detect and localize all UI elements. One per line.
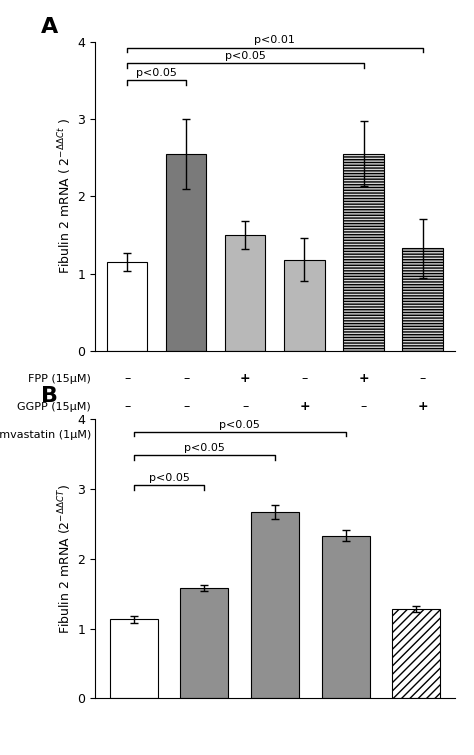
Text: –: – (183, 400, 190, 413)
Text: B: B (41, 386, 58, 405)
Text: –: – (124, 372, 130, 386)
Bar (251, 512, 299, 698)
Bar (107, 262, 147, 351)
Text: –: – (242, 400, 248, 413)
Text: –: – (301, 428, 308, 441)
Text: –: – (124, 400, 130, 413)
Bar (344, 154, 383, 351)
Bar (392, 609, 440, 698)
Text: –: – (124, 428, 130, 441)
Text: A: A (41, 17, 58, 37)
Bar (225, 235, 265, 351)
Text: –: – (419, 372, 426, 386)
Text: +: + (417, 428, 428, 441)
Text: –: – (183, 372, 190, 386)
Text: +: + (181, 428, 191, 441)
Text: p<0.05: p<0.05 (219, 420, 260, 430)
Text: +: + (299, 400, 310, 413)
Text: FPP (15μM): FPP (15μM) (28, 374, 91, 384)
Text: p<0.05: p<0.05 (148, 473, 190, 483)
Text: p<0.05: p<0.05 (184, 443, 225, 453)
Bar (180, 588, 228, 698)
Text: Simvastatin (1μM): Simvastatin (1μM) (0, 430, 91, 439)
Text: +: + (240, 372, 251, 386)
Y-axis label: Fibulin 2 mRNA ( 2$^{-ΔΔCt}$ ): Fibulin 2 mRNA ( 2$^{-ΔΔCt}$ ) (57, 119, 74, 274)
Bar (109, 619, 158, 698)
Text: +: + (417, 400, 428, 413)
Text: –: – (242, 428, 248, 441)
Text: GGPP (15μM): GGPP (15μM) (18, 402, 91, 411)
Text: +: + (358, 428, 369, 441)
Bar (166, 154, 206, 351)
Text: p<0.05: p<0.05 (225, 51, 266, 61)
Text: –: – (360, 400, 366, 413)
Text: +: + (358, 372, 369, 386)
Text: p<0.01: p<0.01 (255, 35, 295, 45)
Text: –: – (301, 372, 308, 386)
Y-axis label: Fibulin 2 mRNA (2$^{-Δ ΔCT}$): Fibulin 2 mRNA (2$^{-Δ ΔCT}$) (57, 484, 74, 633)
Text: p<0.05: p<0.05 (137, 68, 177, 78)
Bar (321, 535, 370, 698)
Bar (402, 248, 443, 351)
Bar (284, 260, 325, 351)
